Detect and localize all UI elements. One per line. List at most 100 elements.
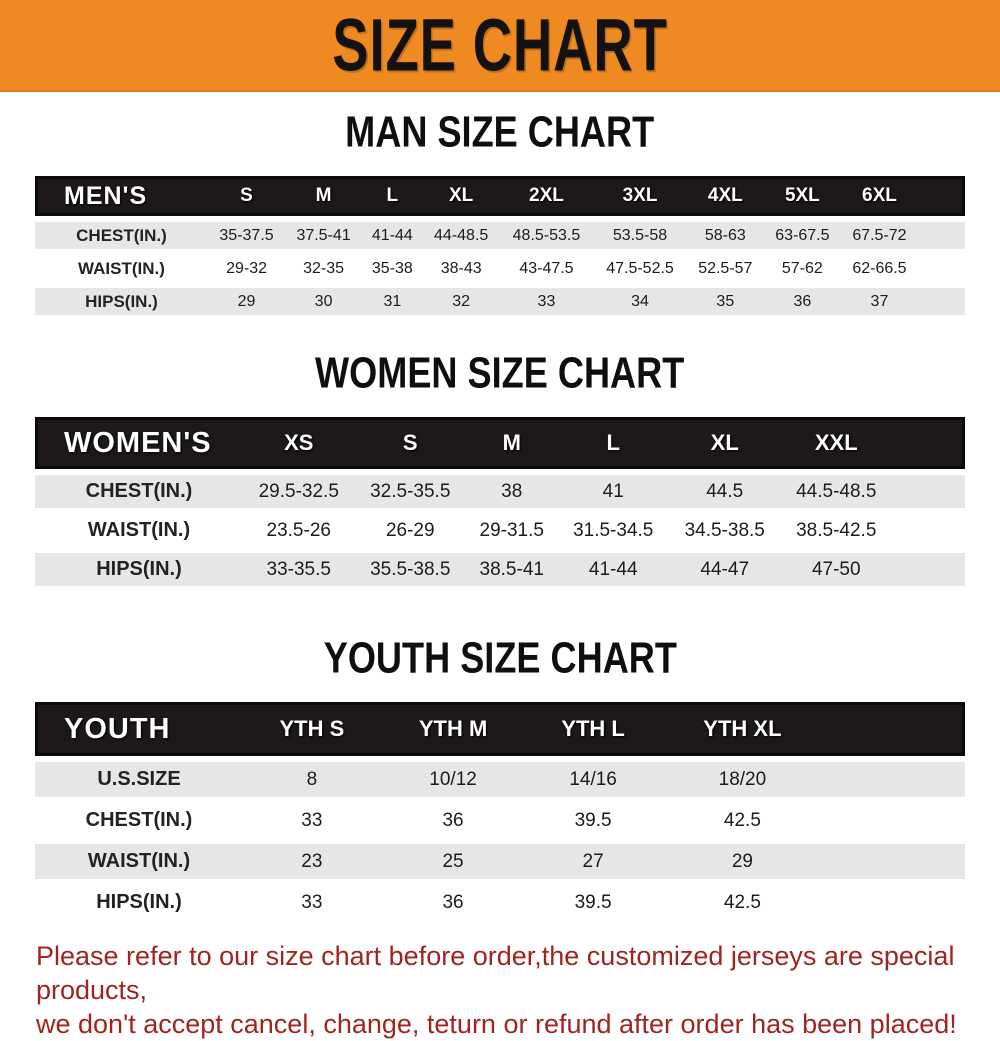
header-spacer [918,176,965,216]
measurement-value: 38.5-41 [466,553,557,586]
measurement-value: 29-31.5 [466,514,557,547]
measurement-label: U.S.SIZE [35,762,243,797]
measurement-value: 26-29 [355,514,467,547]
size-column-header: XXL [780,417,892,469]
measurement-value: 62-66.5 [841,255,918,282]
measurement-value: 25 [381,844,526,879]
measurement-value: 42.5 [661,885,824,920]
measurement-label: HIPS(IN.) [35,553,243,586]
measurement-value: 23 [243,844,381,879]
measurement-value: 44-47 [669,553,781,586]
measurement-value: 58-63 [687,222,764,249]
measurement-value: 34 [593,288,687,315]
measurement-value: 42.5 [661,803,824,838]
men-section-title: MAN SIZE CHART [0,108,1000,156]
measurement-value: 67.5-72 [841,222,918,249]
measurement-value: 8 [243,762,381,797]
size-column-header: M [466,417,557,469]
size-column-header: YTH XL [661,702,824,756]
measurement-value: 31.5-34.5 [557,514,669,547]
measurement-value: 35.5-38.5 [355,553,467,586]
size-column-header: YTH L [525,702,660,756]
measurement-value: 37.5-41 [285,222,362,249]
row-spacer [892,553,965,586]
size-column-header: S [355,417,467,469]
measurement-label: CHEST(IN.) [35,222,208,249]
measurement-value: 33 [243,885,381,920]
row-spacer [892,514,965,547]
size-column-header: L [362,176,423,216]
measurement-value: 29.5-32.5 [243,475,355,508]
measurement-value: 34.5-38.5 [669,514,781,547]
measurement-value: 10/12 [381,762,526,797]
measurement-value: 43-47.5 [500,255,594,282]
measurement-value: 41-44 [362,222,423,249]
measurement-value: 27 [525,844,660,879]
size-column-header: 5XL [764,176,841,216]
measurement-value: 29-32 [208,255,285,282]
measurement-label: WAIST(IN.) [35,255,208,282]
measurement-value: 35-37.5 [208,222,285,249]
row-spacer [824,885,965,920]
measurement-value: 41 [557,475,669,508]
measurement-value: 35 [687,288,764,315]
men-section-title-text: MAN SIZE CHART [345,107,654,157]
size-column-header: M [285,176,362,216]
measurement-value: 31 [362,288,423,315]
measurement-value: 18/20 [661,762,824,797]
youth-section-title-text: YOUTH SIZE CHART [323,633,676,683]
size-column-header: L [557,417,669,469]
size-column-header: 6XL [841,176,918,216]
measurement-value: 36 [381,885,526,920]
measurement-value: 52.5-57 [687,255,764,282]
youth-section-title: YOUTH SIZE CHART [0,634,1000,682]
measurement-value: 47.5-52.5 [593,255,687,282]
measurement-value: 30 [285,288,362,315]
header-spacer [892,417,965,469]
measurement-value: 44.5-48.5 [780,475,892,508]
measurement-value: 35-38 [362,255,423,282]
measurement-label: CHEST(IN.) [35,475,243,508]
women-section-title: WOMEN SIZE CHART [0,349,1000,397]
measurement-value: 36 [764,288,841,315]
measurement-value: 39.5 [525,885,660,920]
measurement-label: WAIST(IN.) [35,514,243,547]
measurement-value: 33 [243,803,381,838]
row-spacer [824,803,965,838]
measurement-value: 44-48.5 [423,222,500,249]
row-spacer [918,255,965,282]
measurement-label: CHEST(IN.) [35,803,243,838]
measurement-value: 47-50 [780,553,892,586]
measurement-label: HIPS(IN.) [35,885,243,920]
measurement-value: 41-44 [557,553,669,586]
measurement-value: 38.5-42.5 [780,514,892,547]
size-group-label: WOMEN'S [35,417,243,469]
measurement-value: 36 [381,803,526,838]
size-column-header: 3XL [593,176,687,216]
measurement-value: 29 [661,844,824,879]
measurement-value: 57-62 [764,255,841,282]
size-column-header: 4XL [687,176,764,216]
size-column-header: XS [243,417,355,469]
measurement-value: 33 [500,288,594,315]
row-spacer [892,475,965,508]
measurement-value: 44.5 [669,475,781,508]
measurement-value: 33-35.5 [243,553,355,586]
size-column-header: XL [423,176,500,216]
measurement-value: 32-35 [285,255,362,282]
women-section-title-text: WOMEN SIZE CHART [315,348,684,398]
